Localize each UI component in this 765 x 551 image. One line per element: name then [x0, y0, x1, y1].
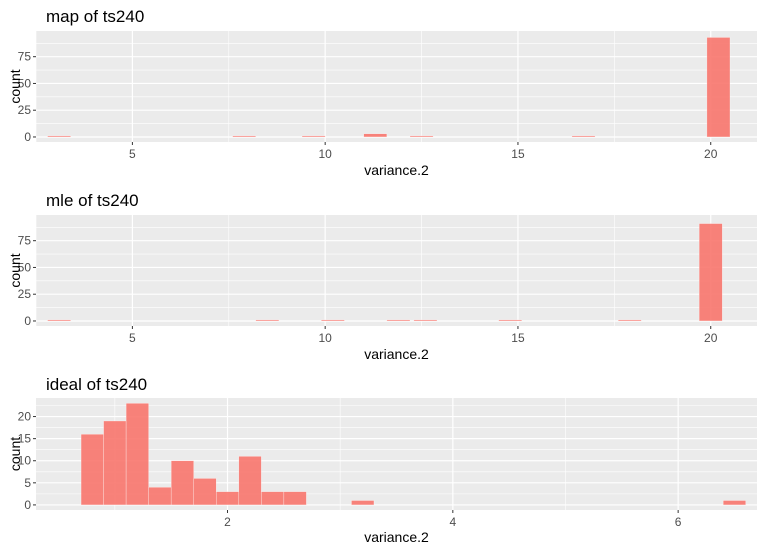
y-tick-label: 5: [24, 476, 31, 490]
chart-title: ideal of ts240: [46, 375, 147, 394]
x-axis-label: variance.2: [364, 162, 429, 178]
panel-background: [36, 215, 757, 326]
y-tick-label: 0: [24, 130, 31, 144]
x-axis-label: variance.2: [364, 529, 429, 545]
histogram-panel-3: 0 5 10 15 20 2 4 6 ideal of ts240 variance.2 count: [7, 375, 757, 545]
histogram-bar: [193, 478, 217, 506]
y-axis-label: count: [7, 69, 23, 103]
y-tick-label: 25: [18, 103, 32, 117]
y-tick-label: 15: [18, 432, 32, 446]
histogram-bar: [148, 486, 172, 506]
histogram-bar: [216, 491, 240, 506]
histogram-bar: [47, 135, 71, 138]
histogram-bar: [283, 491, 307, 506]
y-tick-label: 75: [18, 50, 32, 64]
histogram-bar: [301, 135, 326, 138]
y-axis-label: count: [7, 437, 23, 471]
y-tick-label: 25: [18, 287, 32, 301]
histogram-bar: [617, 319, 642, 322]
x-tick-label: 20: [704, 331, 718, 345]
histogram-panel-2: 0 25 50 75 5 10 15 20 mle of ts240 variance.2 coun…: [7, 191, 757, 362]
histogram-bar: [255, 319, 280, 322]
y-tick-label: 50: [18, 260, 32, 274]
x-tick-label: 5: [129, 331, 136, 345]
y-tick-label: 75: [18, 234, 32, 248]
histogram-bar: [722, 500, 746, 506]
x-tick-label: 15: [511, 147, 525, 161]
histogram-bar: [571, 135, 596, 138]
x-tick-label: 15: [511, 331, 525, 345]
histogram-bar: [698, 223, 723, 322]
histogram-bar: [498, 319, 523, 322]
histogram-bar: [47, 319, 71, 322]
x-tick-label: 20: [704, 147, 718, 161]
y-tick-label: 0: [24, 498, 31, 512]
chart-title: map of ts240: [46, 7, 144, 26]
histogram-bar: [103, 420, 127, 506]
histogram-bar: [386, 319, 411, 322]
chart-title: mle of ts240: [46, 191, 139, 210]
histogram-bar: [409, 135, 434, 138]
y-tick-label: 50: [18, 76, 32, 90]
histogram-bar: [125, 403, 149, 506]
histogram-panel-1: 0 25 50 75 5 10 15 20 map of ts240 variance.2 coun…: [7, 7, 757, 178]
y-tick-label: 20: [18, 410, 32, 424]
x-tick-label: 2: [224, 515, 231, 529]
y-tick-label: 10: [18, 454, 32, 468]
x-axis-label: variance.2: [364, 346, 429, 362]
y-tick-label: 0: [24, 314, 31, 328]
histogram-bar: [232, 135, 257, 138]
histogram-bar: [238, 456, 262, 506]
x-tick-label: 6: [675, 515, 682, 529]
histogram-bar: [351, 500, 375, 506]
histogram-bar: [706, 37, 731, 138]
histogram-bar: [413, 319, 438, 322]
x-tick-label: 5: [129, 147, 136, 161]
histogram-bar: [170, 460, 194, 506]
y-axis-label: count: [7, 253, 23, 287]
histogram-bar: [321, 319, 345, 322]
histogram-bar: [363, 133, 388, 138]
x-tick-label: 10: [318, 147, 332, 161]
x-tick-label: 4: [449, 515, 456, 529]
panel-background: [36, 31, 757, 142]
histogram-bar: [261, 491, 285, 506]
x-tick-label: 10: [318, 331, 332, 345]
histogram-bar: [80, 433, 104, 506]
